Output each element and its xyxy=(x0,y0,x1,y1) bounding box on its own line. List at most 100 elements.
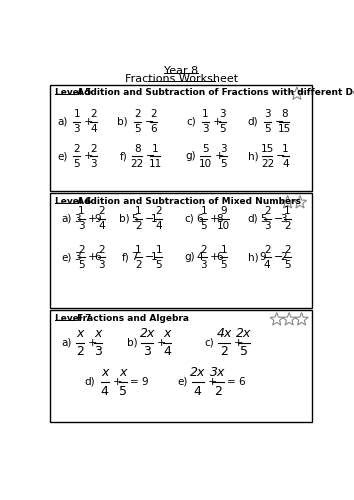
Text: 2x: 2x xyxy=(190,366,205,379)
Text: e): e) xyxy=(62,252,72,262)
Text: −: − xyxy=(275,116,284,126)
Text: 1: 1 xyxy=(74,109,80,119)
Text: 2: 2 xyxy=(284,221,291,231)
Text: +: + xyxy=(157,338,167,347)
Text: x: x xyxy=(119,366,126,379)
Text: 3: 3 xyxy=(202,124,209,134)
Text: +: + xyxy=(88,214,97,224)
Text: 5: 5 xyxy=(119,384,127,398)
Text: 5: 5 xyxy=(264,124,271,134)
Text: 6: 6 xyxy=(216,252,223,262)
Text: 2: 2 xyxy=(98,206,105,216)
Text: −: − xyxy=(144,116,154,126)
Text: 3: 3 xyxy=(74,252,80,262)
Text: 8: 8 xyxy=(216,214,223,224)
Text: x: x xyxy=(164,327,171,340)
Text: 6: 6 xyxy=(196,214,203,224)
Text: 3: 3 xyxy=(200,260,207,270)
Text: −: − xyxy=(274,214,283,224)
Text: 7: 7 xyxy=(131,252,138,262)
Text: +: + xyxy=(88,338,97,347)
Text: x: x xyxy=(101,366,108,379)
Text: 2: 2 xyxy=(74,144,80,154)
Text: 2x: 2x xyxy=(236,327,252,340)
Text: 2: 2 xyxy=(134,109,141,119)
Text: 4: 4 xyxy=(282,158,289,168)
Text: Addition and Subtraction of Fractions with different Denominators: Addition and Subtraction of Fractions wi… xyxy=(74,88,354,98)
Text: 2: 2 xyxy=(155,206,162,216)
Text: 5: 5 xyxy=(155,260,162,270)
Text: 3: 3 xyxy=(74,214,80,224)
Text: Year 8: Year 8 xyxy=(164,66,199,76)
Text: Fractions Worksheet: Fractions Worksheet xyxy=(125,74,238,84)
Text: 5: 5 xyxy=(219,124,225,134)
Text: = 6: = 6 xyxy=(227,377,245,387)
Text: 3: 3 xyxy=(143,346,151,358)
FancyBboxPatch shape xyxy=(51,193,312,308)
Text: 5: 5 xyxy=(221,260,227,270)
Text: 3: 3 xyxy=(220,144,227,154)
Text: Level 5: Level 5 xyxy=(55,88,91,98)
Text: h): h) xyxy=(247,252,258,262)
Text: 3: 3 xyxy=(264,109,271,119)
FancyBboxPatch shape xyxy=(51,84,312,191)
Text: c): c) xyxy=(187,116,196,126)
Text: x: x xyxy=(76,327,84,340)
Text: +: + xyxy=(210,252,219,262)
Text: 1: 1 xyxy=(135,244,142,254)
Text: 4: 4 xyxy=(98,221,105,231)
Text: b): b) xyxy=(119,214,130,224)
Text: 3: 3 xyxy=(90,158,97,168)
Text: +: + xyxy=(113,377,122,387)
Text: 5: 5 xyxy=(260,214,266,224)
Text: e): e) xyxy=(57,151,68,161)
Text: 2: 2 xyxy=(135,260,142,270)
Text: 1: 1 xyxy=(151,252,158,262)
Text: d): d) xyxy=(247,214,258,224)
Text: +: + xyxy=(214,151,224,161)
Text: h): h) xyxy=(247,151,258,161)
Text: Level 7: Level 7 xyxy=(55,314,92,323)
Text: 1: 1 xyxy=(155,244,162,254)
Text: 2: 2 xyxy=(76,346,84,358)
Text: 8: 8 xyxy=(134,144,141,154)
Text: 2: 2 xyxy=(214,384,222,398)
Text: 1: 1 xyxy=(135,206,142,216)
Text: 2: 2 xyxy=(264,244,270,254)
Text: 5: 5 xyxy=(202,144,209,154)
Text: 5: 5 xyxy=(134,124,141,134)
Text: 1: 1 xyxy=(282,144,289,154)
Text: e): e) xyxy=(178,377,188,387)
Text: −: − xyxy=(145,214,154,224)
Text: c): c) xyxy=(204,338,214,347)
Text: 3: 3 xyxy=(264,221,270,231)
Text: d): d) xyxy=(85,377,95,387)
Text: 4x: 4x xyxy=(216,327,232,340)
Text: 4: 4 xyxy=(264,260,270,270)
Text: a): a) xyxy=(62,214,72,224)
Text: 9: 9 xyxy=(94,214,101,224)
Text: 2: 2 xyxy=(78,244,85,254)
Text: g): g) xyxy=(184,252,195,262)
Text: 1: 1 xyxy=(221,244,227,254)
Text: 2: 2 xyxy=(200,244,207,254)
Text: 2x: 2x xyxy=(139,327,155,340)
Text: 3: 3 xyxy=(94,346,102,358)
Text: 9: 9 xyxy=(260,252,266,262)
FancyBboxPatch shape xyxy=(51,310,312,422)
Text: = 9: = 9 xyxy=(130,377,148,387)
Text: 3x: 3x xyxy=(210,366,225,379)
Text: +: + xyxy=(210,214,219,224)
Text: 1: 1 xyxy=(78,206,85,216)
Text: 4: 4 xyxy=(101,384,109,398)
Text: 15: 15 xyxy=(278,124,291,134)
Text: 2: 2 xyxy=(220,346,228,358)
Text: 10: 10 xyxy=(217,221,230,231)
Text: b): b) xyxy=(117,116,128,126)
Text: 3: 3 xyxy=(219,109,225,119)
Text: x: x xyxy=(94,327,102,340)
Text: f): f) xyxy=(120,151,128,161)
Text: +: + xyxy=(88,252,97,262)
Text: 4: 4 xyxy=(155,221,162,231)
Text: +: + xyxy=(213,116,222,126)
